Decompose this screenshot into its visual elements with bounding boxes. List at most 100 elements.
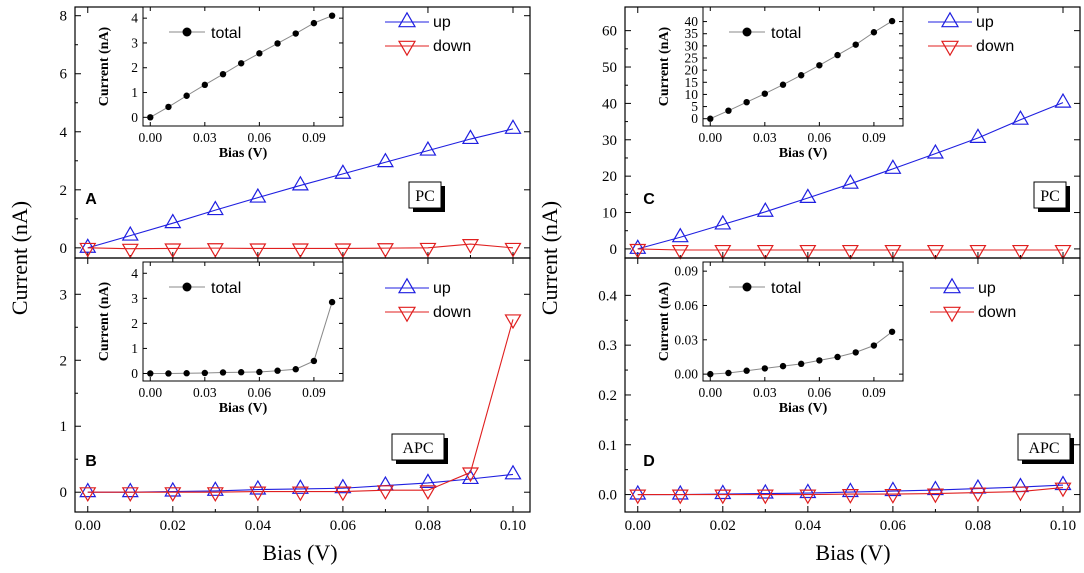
inset-point	[779, 81, 787, 88]
inset-point	[834, 353, 841, 361]
marker-up	[291, 175, 309, 191]
marker-down	[1011, 244, 1030, 260]
y-tick-label: 4	[60, 125, 68, 141]
marker-down	[799, 489, 817, 505]
inset-legend-label: total	[771, 25, 801, 42]
y-tick-label: 20	[602, 169, 617, 185]
y-tick-label: 0.1	[598, 438, 617, 454]
inset-point	[725, 107, 732, 114]
legend-marker-down	[397, 306, 417, 323]
series-line-down	[87, 319, 514, 493]
legend-marker-down	[397, 40, 417, 57]
series-line-up	[87, 473, 514, 493]
x-tick-label: 0.08	[415, 518, 441, 534]
inset-x-axis-label: Bias (V)	[219, 146, 268, 161]
inset-y-tick-label: 0.03	[674, 332, 698, 347]
inset-y-tick-label: 0.06	[674, 298, 698, 313]
left-y-axis-label: Current (nA)	[7, 201, 32, 315]
inset-x-tick-label: 0.03	[753, 385, 777, 400]
inset-point	[725, 369, 732, 377]
series-line-down	[87, 243, 514, 250]
right-x-axis-label: Bias (V)	[815, 540, 890, 565]
marker-down	[969, 244, 987, 260]
series-line-up	[87, 128, 514, 249]
marker-up	[629, 239, 647, 254]
marker-up	[419, 140, 437, 156]
legend-label-up: up	[433, 280, 451, 297]
marker-down	[121, 487, 139, 502]
legend-marker-up	[942, 277, 962, 294]
inset-point	[870, 342, 878, 349]
y-tick-label: 0.3	[598, 338, 617, 354]
inset-point	[147, 114, 154, 121]
marker-up	[504, 464, 522, 480]
inset-y-tick-label: 0.09	[674, 264, 698, 279]
marker-up	[841, 174, 859, 189]
inset-point	[165, 103, 172, 111]
x-tick-label: 0.10	[1050, 518, 1076, 534]
inset-point	[761, 90, 769, 97]
marker-up	[884, 159, 902, 174]
inset-point	[165, 370, 172, 377]
inset-point	[834, 51, 841, 59]
y-tick-label: 8	[60, 9, 68, 25]
inset-x-tick-label: 0.00	[138, 130, 162, 145]
inset-point	[816, 357, 823, 364]
inset-y-tick-label: 1	[131, 341, 138, 356]
inset-chart: 0 1 2 3 4 0.00 0.03 0.06 0.09 Bias (V) Current (nA…	[97, 261, 344, 416]
inset-point	[310, 19, 318, 27]
inset-point	[743, 99, 750, 106]
marker-up	[1011, 477, 1030, 493]
marker-down	[249, 486, 267, 502]
marker-up	[206, 481, 224, 496]
inset-y-tick-label: 15	[685, 75, 699, 90]
marker-down	[1054, 482, 1072, 498]
marker-up	[756, 483, 774, 499]
inset-x-tick-label: 0.09	[302, 385, 326, 400]
marker-down	[926, 488, 944, 504]
marker-up	[884, 481, 902, 497]
marker-up	[249, 187, 267, 203]
marker-up	[756, 202, 774, 217]
inset-y-tick-label: 0	[131, 110, 138, 125]
panel-label: A	[85, 191, 97, 208]
x-tick-label: 0.00	[75, 518, 101, 534]
marker-down	[671, 244, 689, 260]
inset-y-tick-label: 30	[685, 38, 699, 53]
marker-down	[419, 485, 437, 501]
marker-up	[334, 478, 352, 494]
marker-down	[461, 239, 480, 254]
inset-frame	[142, 6, 344, 127]
marker-down	[756, 489, 774, 505]
inset-x-tick-label: 0.06	[248, 130, 272, 145]
marker-up	[121, 482, 139, 498]
marker-down	[291, 486, 309, 502]
inset-x-tick-label: 0.06	[248, 385, 272, 400]
inset-point	[816, 62, 823, 69]
marker-up	[969, 128, 987, 143]
inset-point	[274, 40, 281, 47]
marker-down	[714, 244, 732, 260]
marker-down	[504, 242, 522, 258]
inset-point	[328, 12, 336, 19]
panel-frame	[74, 257, 531, 513]
legend-label-down: down	[433, 38, 471, 55]
legend-marker-down	[940, 40, 960, 57]
inset-legend-label: total	[211, 280, 241, 297]
annotation-box	[1017, 433, 1071, 461]
inset-point	[292, 30, 299, 37]
inset-frame	[702, 6, 904, 127]
inset-point	[797, 72, 805, 79]
inset-y-tick-label: 20	[685, 63, 699, 78]
inset-x-tick-label: 0.09	[862, 130, 886, 145]
annotation-box	[391, 433, 445, 461]
inset-point	[274, 367, 281, 374]
marker-down	[79, 242, 97, 258]
inset-frame	[142, 261, 344, 382]
inset-x-axis-label: Bias (V)	[779, 146, 828, 161]
marker-up	[461, 129, 480, 145]
y-tick-label: 40	[602, 96, 617, 112]
inset-point	[888, 17, 896, 25]
